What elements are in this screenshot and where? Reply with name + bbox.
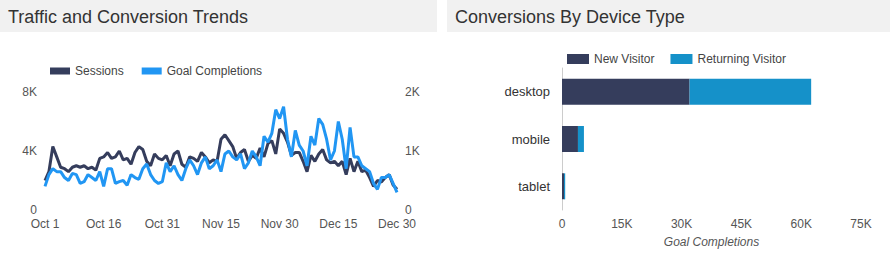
svg-text:75K: 75K: [850, 217, 871, 231]
svg-text:Nov 30: Nov 30: [261, 217, 299, 231]
svg-text:Goal Completions: Goal Completions: [167, 64, 262, 78]
svg-text:New Visitor: New Visitor: [594, 52, 654, 66]
svg-text:Sessions: Sessions: [75, 64, 124, 78]
svg-text:4K: 4K: [22, 144, 37, 158]
html-text:Conversions By Device Type: Conversions By Device Type: [455, 7, 685, 27]
svg-text:1K: 1K: [405, 144, 420, 158]
svg-text:60K: 60K: [791, 217, 812, 231]
svg-text:Oct 1: Oct 1: [31, 217, 60, 231]
svg-text:Dec 30: Dec 30: [378, 217, 416, 231]
svg-text:0: 0: [559, 217, 566, 231]
svg-text:45K: 45K: [731, 217, 752, 231]
svg-text:Returning Visitor: Returning Visitor: [697, 52, 786, 66]
svg-text:desktop: desktop: [504, 84, 550, 99]
svg-text:Goal Completions: Goal Completions: [664, 235, 759, 249]
svg-text:Oct 16: Oct 16: [86, 217, 122, 231]
svg-text:8K: 8K: [22, 85, 37, 99]
svg-text:30K: 30K: [671, 217, 692, 231]
svg-text:mobile: mobile: [512, 132, 550, 147]
svg-text:tablet: tablet: [518, 179, 550, 194]
svg-text:2K: 2K: [405, 85, 420, 99]
svg-text:Dec 15: Dec 15: [319, 217, 357, 231]
svg-text:Nov 15: Nov 15: [202, 217, 240, 231]
svg-text:0: 0: [405, 203, 412, 217]
html-text:Traffic and Conversion Trends: Traffic and Conversion Trends: [8, 7, 249, 27]
svg-text:Oct 31: Oct 31: [145, 217, 181, 231]
svg-text:0: 0: [30, 203, 37, 217]
svg-text:15K: 15K: [611, 217, 632, 231]
